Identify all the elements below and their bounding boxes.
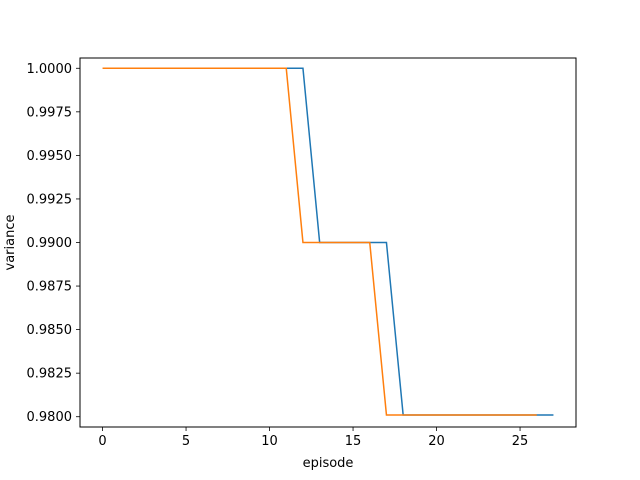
x-tick-label: 15	[345, 434, 362, 449]
x-axis: 0 5 10 15 20 25	[98, 427, 528, 449]
x-tick-label: 0	[98, 434, 106, 449]
x-tick-label: 5	[182, 434, 190, 449]
series-line-2	[102, 67, 537, 416]
y-tick-label: 0.9950	[27, 149, 73, 164]
x-axis-label: episode	[303, 456, 354, 471]
y-tick-label: 0.9975	[27, 105, 73, 120]
y-axis: 0.9800 0.9825 0.9850 0.9875 0.9900 0.9925 0.99…	[27, 62, 80, 425]
y-tick-label: 0.9825	[27, 367, 73, 382]
y-tick-label: 0.9850	[27, 323, 73, 338]
y-axis-label: variance	[3, 215, 18, 271]
x-tick-label: 20	[428, 434, 445, 449]
y-tick-label: 0.9800	[27, 410, 73, 425]
x-tick-label: 25	[512, 434, 529, 449]
x-tick-label: 10	[261, 434, 278, 449]
y-tick-label: 0.9875	[27, 280, 73, 295]
y-tick-label: 0.9900	[27, 236, 73, 251]
y-tick-label: 0.9925	[27, 192, 73, 207]
series-layer	[102, 67, 554, 416]
y-tick-label: 1.0000	[27, 62, 73, 77]
